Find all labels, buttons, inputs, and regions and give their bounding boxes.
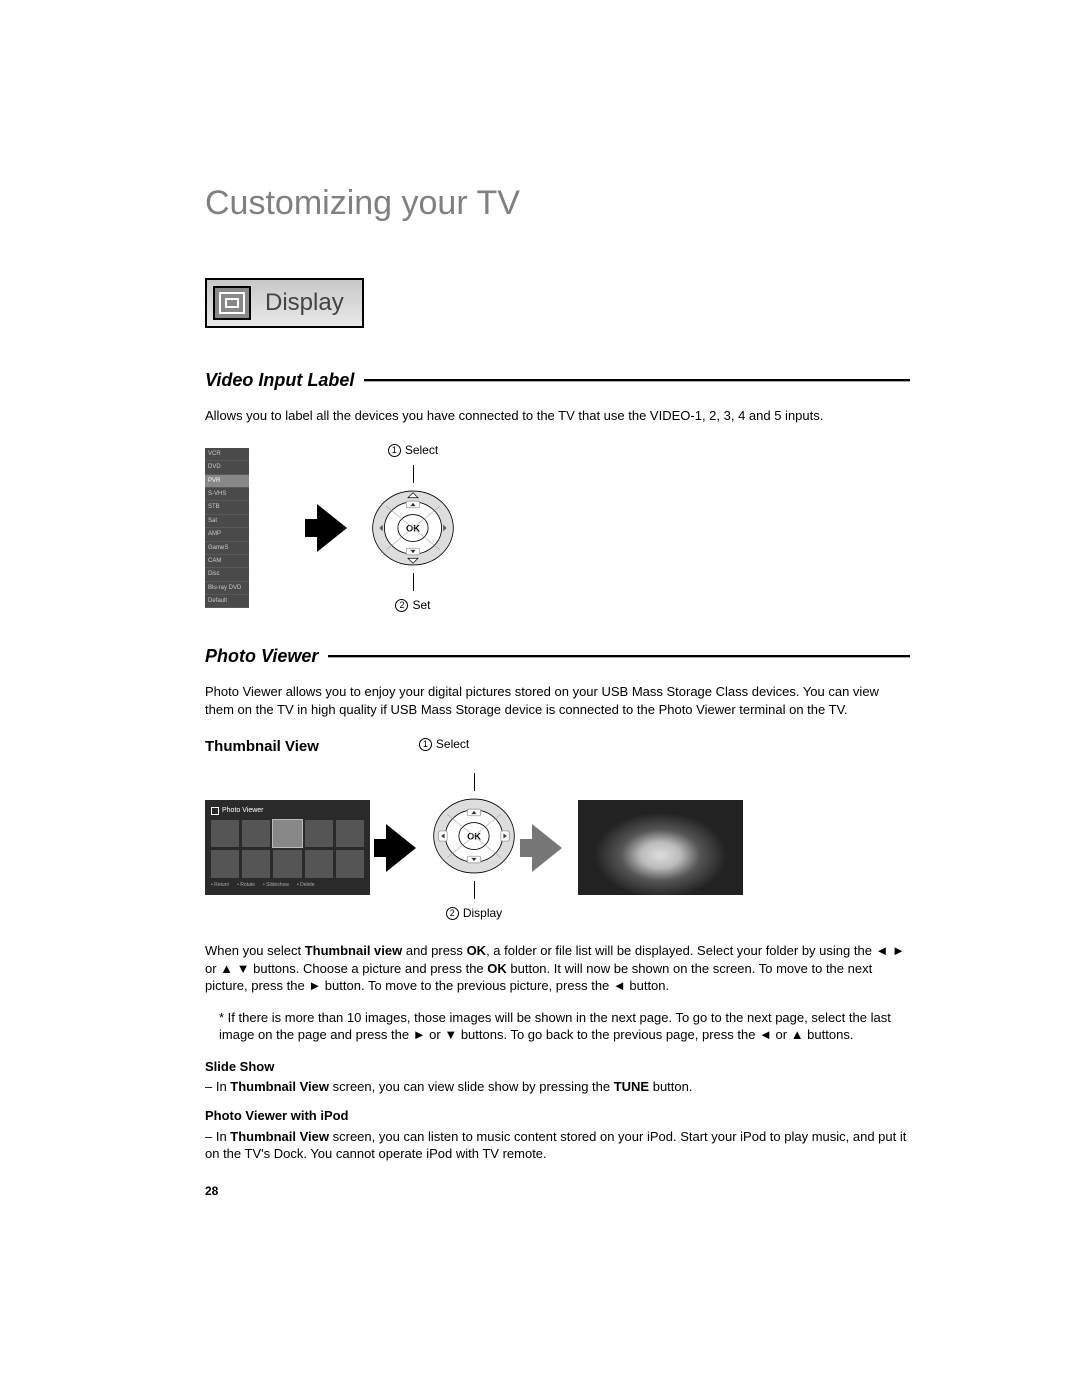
home-icon [211, 807, 219, 815]
step1-text: Select [405, 442, 438, 459]
thumbnail-cell [336, 850, 364, 878]
thumbnail-cell [305, 850, 333, 878]
thumbnail-view-heading: Thumbnail View [205, 736, 319, 757]
pv-step-number-2: 2 [446, 907, 459, 920]
pv-step1-text: Select [436, 736, 469, 753]
section-title-pv: Photo Viewer [205, 644, 318, 669]
menu-item: S-VHS [205, 488, 249, 501]
section-rule-pv [328, 655, 910, 658]
thumbnail-cell [211, 820, 239, 848]
slide-show-heading: Slide Show [205, 1058, 910, 1076]
photo-preview [578, 800, 743, 895]
video-input-diagram: VCRDVDPVRS-VHSSTBSatAMPGameSCAMDiscBlu-r… [205, 442, 910, 614]
section-header-photo-viewer: Photo Viewer [205, 644, 910, 669]
thumbnail-cell [211, 850, 239, 878]
step2-text: Set [412, 597, 430, 614]
pv-dpad-ring: OK [432, 797, 516, 875]
menu-item: Default [205, 595, 249, 608]
thumb-header: Photo Viewer [211, 806, 364, 816]
menu-item: GameS [205, 542, 249, 555]
menu-item: VCR [205, 448, 249, 461]
dpad-diagram: 1 Select OK 2 [371, 442, 455, 614]
slide-show-text: – In Thumbnail View screen, you can view… [205, 1078, 910, 1096]
menu-item: Disc [205, 568, 249, 581]
arrow-icon-3 [532, 824, 562, 872]
dpad-step2-label: 2 Set [395, 597, 430, 614]
thumbnail-cell [242, 850, 270, 878]
page-number: 28 [205, 1183, 910, 1200]
thumb-title: Photo Viewer [222, 806, 264, 816]
thumbnail-cell [336, 820, 364, 848]
thumbnail-screen: Photo Viewer • Return • Rotate • Slideshow… [205, 800, 370, 895]
menu-item: PVR [205, 475, 249, 488]
display-badge: Display [205, 278, 364, 328]
dpad-ring: OK [371, 489, 455, 567]
input-label-menu: VCRDVDPVRS-VHSSTBSatAMPGameSCAMDiscBlu-r… [205, 448, 249, 609]
thumb-footer-item: • Return [211, 882, 229, 889]
display-icon [213, 286, 251, 320]
section-rule [364, 379, 910, 382]
pv-step2-label: 2 Display [446, 905, 502, 922]
menu-item: Blu-ray DVD [205, 582, 249, 595]
display-badge-label: Display [265, 286, 344, 320]
page-title: Customizing your TV [205, 180, 910, 228]
pv-step-number-1: 1 [419, 738, 432, 751]
thumb-footer-item: • Delete [297, 882, 315, 889]
photo-viewer-diagram: Photo Viewer • Return • Rotate • Slideshow… [205, 773, 910, 922]
ipod-heading: Photo Viewer with iPod [205, 1107, 910, 1125]
thumbnail-cell [305, 820, 333, 848]
menu-item: DVD [205, 461, 249, 474]
photo-viewer-description: Photo Viewer allows you to enjoy your di… [205, 683, 910, 718]
thumbnail-cell [242, 820, 270, 848]
thumbnail-cell [273, 850, 301, 878]
thumbnail-cell [273, 820, 301, 848]
thumb-footer-item: • Slideshow [263, 882, 289, 889]
ipod-text: – In Thumbnail View screen, you can list… [205, 1128, 910, 1163]
dpad-step1-label: 1 Select [388, 442, 438, 459]
pv-step2-text: Display [463, 905, 502, 922]
pv-step1-label: 1 Select [419, 736, 469, 753]
pagination-note: * If there is more than 10 images, those… [205, 1009, 910, 1044]
thumbnail-instructions: When you select Thumbnail view and press… [205, 942, 910, 995]
thumb-footer-item: • Rotate [237, 882, 255, 889]
arrow-icon-2 [386, 824, 416, 872]
step-number-2: 2 [395, 599, 408, 612]
menu-item: CAM [205, 555, 249, 568]
pv-dpad: OK 2 Display [432, 773, 516, 922]
section-header-video-input: Video Input Label [205, 368, 910, 393]
menu-item: STB [205, 501, 249, 514]
step-number-1: 1 [388, 444, 401, 457]
preview-image [578, 800, 743, 895]
thumbnail-footer: • Return • Rotate • Slideshow • Delete [211, 882, 364, 889]
thumbnail-grid [211, 820, 364, 878]
arrow-icon [317, 504, 347, 552]
video-input-description: Allows you to label all the devices you … [205, 407, 910, 425]
menu-item: AMP [205, 528, 249, 541]
menu-item: Sat [205, 515, 249, 528]
section-title: Video Input Label [205, 368, 354, 393]
